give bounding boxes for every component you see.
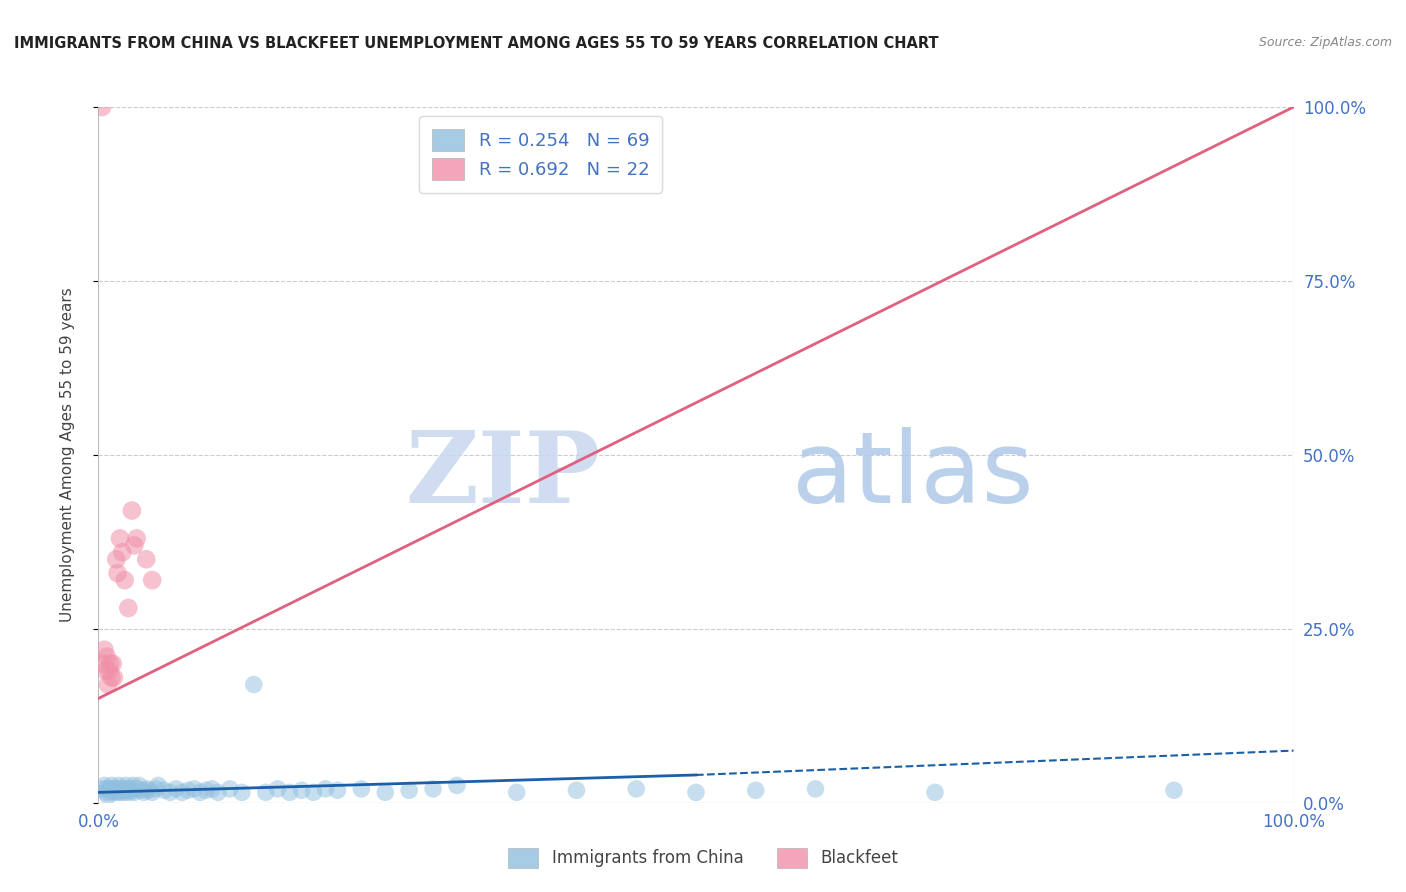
Point [97,677,120,691]
Point [207,785,229,799]
Point [124,538,146,552]
Point [107,778,129,793]
Point [110,785,132,799]
Legend: Immigrants from China, Blackfeet: Immigrants from China, Blackfeet [502,841,904,875]
Point [302,785,325,799]
Point [177,783,200,797]
Point [128,778,150,793]
Point [115,778,138,793]
Y-axis label: Unemployment Among Ages 55 to 59 years: Unemployment Among Ages 55 to 59 years [60,287,75,623]
Point [111,545,134,559]
Point [924,785,946,799]
Point [120,781,142,796]
Point [117,781,139,796]
Point [91,657,114,671]
Text: ZIP: ZIP [405,427,600,524]
Point [118,785,141,799]
Point [315,781,337,796]
Point [91,781,114,796]
Point [101,657,124,671]
Point [91,100,114,114]
Point [804,781,827,796]
Text: IMMIGRANTS FROM CHINA VS BLACKFEET UNEMPLOYMENT AMONG AGES 55 TO 59 YEARS CORREL: IMMIGRANTS FROM CHINA VS BLACKFEET UNEMP… [14,36,939,51]
Point [565,783,588,797]
Point [94,785,117,799]
Point [278,785,301,799]
Point [132,785,155,799]
Text: atlas: atlas [792,427,1033,524]
Point [350,781,373,796]
Point [159,785,181,799]
Point [219,781,242,796]
Point [124,785,146,799]
Point [103,785,125,799]
Point [201,781,224,796]
Point [141,785,163,799]
Point [105,552,128,566]
Point [103,671,125,685]
Point [108,781,131,796]
Point [100,671,122,685]
Point [111,783,134,797]
Point [112,781,135,796]
Point [135,552,157,566]
Point [398,783,420,797]
Point [183,781,205,796]
Point [94,664,117,678]
Point [267,781,290,796]
Point [135,781,157,796]
Point [93,778,115,793]
Point [107,566,129,581]
Point [114,573,136,587]
Point [121,783,143,797]
Point [148,778,170,793]
Point [626,781,648,796]
Point [254,785,277,799]
Point [195,783,218,797]
Point [141,573,163,587]
Point [105,781,128,796]
Point [231,785,253,799]
Point [446,778,468,793]
Point [114,785,136,799]
Point [93,642,115,657]
Point [125,781,148,796]
Point [172,785,194,799]
Point [145,781,167,796]
Point [165,781,187,796]
Point [243,677,266,691]
Legend: R = 0.254   N = 69, R = 0.692   N = 22: R = 0.254 N = 69, R = 0.692 N = 22 [419,116,662,193]
Point [115,783,138,797]
Point [98,781,121,796]
Point [108,532,131,546]
Point [153,783,176,797]
Point [101,781,124,796]
Point [98,785,122,799]
Point [98,657,122,671]
Point [422,781,444,796]
Point [131,783,153,797]
Point [506,785,529,799]
Point [685,785,707,799]
Point [117,601,139,615]
Point [125,532,148,546]
Point [98,664,121,678]
Point [96,781,118,796]
Point [96,649,118,664]
Point [100,778,122,793]
Point [97,789,120,803]
Point [121,503,143,517]
Point [188,785,211,799]
Text: Source: ZipAtlas.com: Source: ZipAtlas.com [1258,36,1392,49]
Point [374,785,396,799]
Point [138,783,160,797]
Point [745,783,768,797]
Point [107,785,129,799]
Point [104,783,127,797]
Point [291,783,314,797]
Point [1163,783,1185,797]
Point [122,778,145,793]
Point [326,783,349,797]
